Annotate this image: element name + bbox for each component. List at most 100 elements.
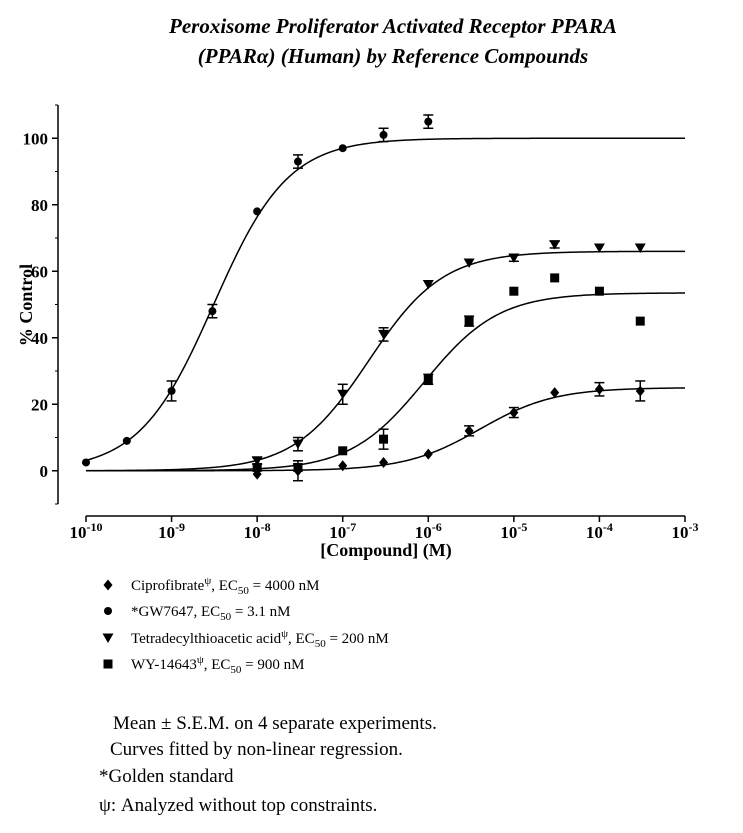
note-curve-fit: Curves fitted by non-linear regression. [110, 739, 403, 760]
legend-ec50-sub: 50 [220, 611, 232, 623]
marker-square [509, 286, 519, 296]
y-tick-label: 20 [31, 395, 48, 414]
data-point-1 [423, 114, 434, 130]
data-point-2 [593, 243, 605, 253]
fit-curve-2 [85, 250, 686, 472]
fit-curve-1 [85, 137, 685, 462]
marker-triangle-down [549, 240, 561, 250]
x-tick-base: 10 [70, 523, 87, 542]
x-tick-exponent: -6 [432, 520, 442, 534]
legend-entry-3: WY-14643ψ, EC50 = 900 nM [131, 654, 304, 676]
data-point-1 [292, 154, 303, 169]
marker-circle [379, 130, 388, 139]
legend-ec50-value: = 3.1 nM [231, 604, 290, 620]
data-point-3 [252, 462, 263, 472]
x-tick-base: 10 [244, 523, 261, 542]
legend-ec50-sub: 50 [238, 585, 250, 597]
data-point-2 [463, 258, 475, 268]
marker-square [594, 286, 604, 296]
legend-marker-2 [102, 633, 114, 643]
marker-diamond [423, 448, 433, 460]
marker-square [635, 316, 645, 326]
marker-square [293, 462, 303, 472]
marker-circle [253, 207, 262, 216]
legend-marker-3 [103, 659, 113, 669]
x-tick-exponent: -5 [517, 520, 527, 534]
legend-marker-1 [104, 607, 112, 615]
data-point-1 [378, 127, 389, 143]
legend-entry-2: Tetradecylthioacetic acidψ, EC50 = 200 n… [131, 628, 389, 650]
legend-name-sup: ψ [204, 575, 211, 587]
data-point-2 [378, 327, 390, 342]
marker-circle [82, 458, 90, 467]
legend-marker-0 [103, 579, 113, 591]
x-tick-label: 10-5 [500, 520, 527, 542]
data-point-1 [253, 207, 262, 216]
data-point-3 [594, 286, 604, 296]
marker-square [550, 273, 560, 283]
marker-diamond [594, 383, 604, 395]
legend-entry-0: Ciprofibrateψ, EC50 = 4000 nM [131, 575, 319, 597]
marker-square [464, 316, 474, 326]
data-point-3 [509, 286, 519, 296]
data-point-1 [122, 436, 131, 445]
data-point-0 [508, 406, 519, 419]
x-tick-exponent: -3 [689, 520, 699, 534]
y-axis-label: % Control [16, 264, 36, 346]
legend-ec50-value: = 900 nM [241, 657, 304, 673]
x-tick-label: 10-9 [158, 520, 185, 542]
x-tick-exponent: -10 [87, 520, 103, 534]
legend: Ciprofibrateψ, EC50 = 4000 nM*GW7647, EC… [102, 575, 389, 676]
legend-ec50-label: , EC [211, 578, 238, 594]
x-tick-label: 10-10 [70, 520, 103, 542]
x-tick-exponent: -4 [603, 520, 613, 534]
data-point-1 [338, 144, 347, 153]
y-tick-label: 0 [40, 462, 49, 481]
marker-triangle-down [292, 439, 304, 450]
marker-triangle-down [634, 243, 646, 253]
data-point-2 [292, 436, 304, 452]
chart-title-line-1: Peroxisome Proliferator Activated Recept… [168, 14, 617, 38]
y-tick-label: 100 [23, 129, 49, 148]
note-top-constraints: ψ: Analyzed without top constraints. [99, 795, 378, 816]
fit-curve-3 [86, 292, 686, 472]
x-tick-base: 10 [500, 523, 517, 542]
marker-diamond [379, 456, 389, 468]
legend-name-sup: ψ [197, 654, 204, 666]
marker-square [252, 462, 262, 472]
x-tick-base: 10 [672, 523, 689, 542]
x-tick-label: 10-4 [586, 520, 613, 542]
x-tick-base: 10 [329, 523, 346, 542]
data-point-1 [82, 458, 90, 467]
x-axis-label: [Compound] (M) [320, 540, 452, 561]
marker-triangle-down [251, 456, 263, 466]
y-tick-label: 60 [31, 262, 48, 281]
data-point-1 [166, 380, 177, 402]
fitted-curves [85, 137, 686, 472]
legend-entry-1: *GW7647, EC50 = 3.1 nM [131, 604, 290, 623]
data-point-0 [635, 380, 646, 402]
data-point-2 [422, 280, 434, 290]
marker-diamond [635, 385, 645, 397]
note-golden-standard: *Golden standard [99, 766, 234, 787]
marker-diamond [550, 387, 560, 399]
legend-ec50-value: = 200 nM [326, 631, 389, 647]
marker-diamond [338, 460, 348, 472]
data-point-2 [634, 243, 646, 253]
legend-name: *GW7647 [131, 604, 194, 620]
y-tick-label: 80 [31, 196, 48, 215]
marker-diamond [509, 407, 519, 419]
data-point-3 [550, 273, 560, 283]
x-tick-base: 10 [158, 523, 175, 542]
marker-triangle-down [422, 280, 434, 290]
x-tick-exponent: -7 [346, 520, 356, 534]
marker-circle [208, 307, 217, 316]
legend-ec50-value: = 4000 nM [249, 578, 320, 594]
data-point-3 [635, 316, 645, 326]
data-points [82, 114, 646, 482]
data-point-2 [508, 253, 520, 263]
marker-diamond [464, 425, 474, 437]
x-tick-exponent: -8 [261, 520, 271, 534]
chart-title-line-2: (PPARα) (Human) by Reference Compounds [198, 44, 588, 68]
